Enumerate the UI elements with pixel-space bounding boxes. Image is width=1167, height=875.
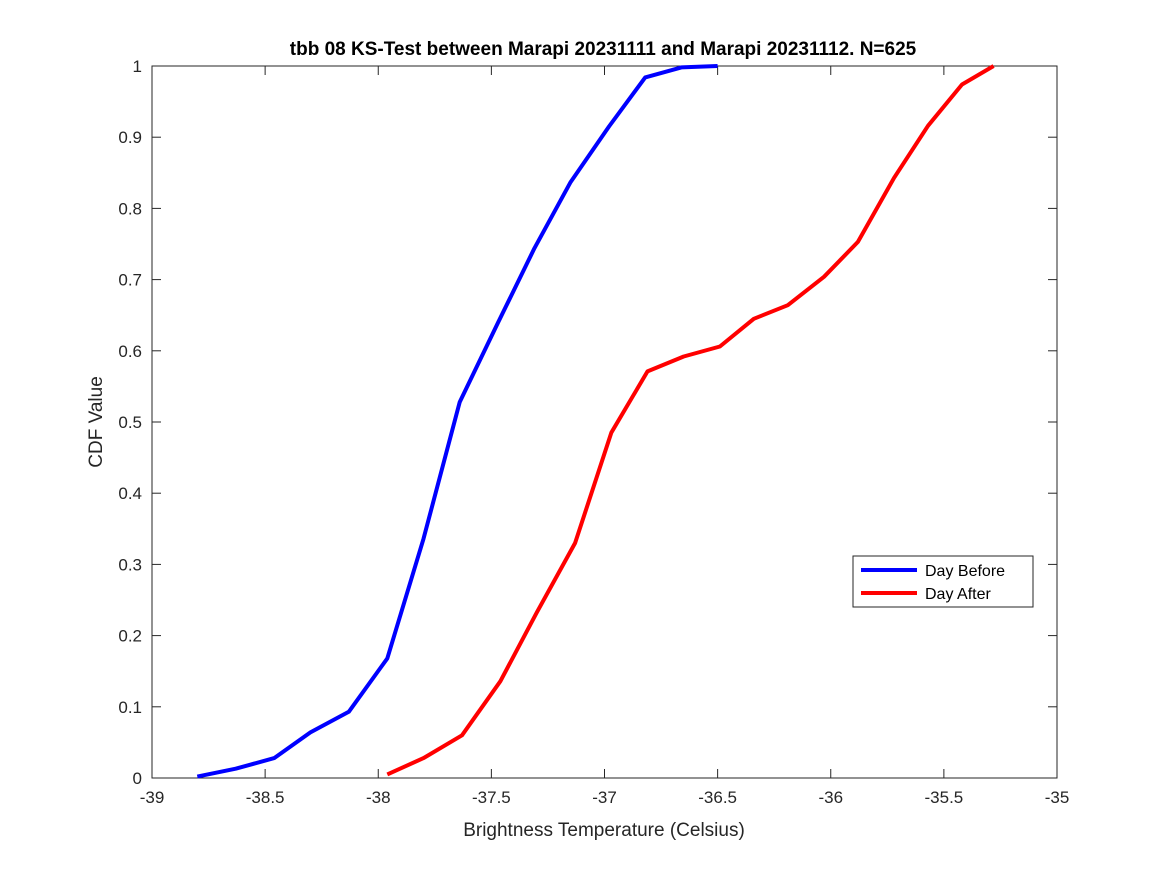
legend-entry: Day Before [925, 563, 1005, 580]
y-tick-label: 0.6 [118, 342, 142, 361]
x-tick-label: -36.5 [698, 788, 737, 807]
plot-area [151, 65, 1058, 779]
y-tick-label: 0.8 [118, 199, 142, 218]
x-tick-label: -38.5 [246, 788, 285, 807]
x-tick-label: -37.5 [472, 788, 511, 807]
x-tick-label: -39 [140, 788, 165, 807]
x-axis-label: Brightness Temperature (Celsius) [463, 820, 745, 841]
y-tick-label: 0.2 [118, 627, 142, 646]
chart-title: tbb 08 KS-Test between Marapi 20231111 a… [290, 39, 917, 60]
legend: Day Before Day After [852, 555, 1034, 608]
y-tick-label: 0 [133, 769, 142, 788]
y-tick-label: 0.3 [118, 555, 142, 574]
series-line-day-before [196, 64, 718, 779]
y-axis: 0 0.1 0.2 0.3 0.4 0.5 0.6 0.7 0.8 0.9 1 [118, 57, 1057, 788]
series-lines [196, 64, 995, 779]
x-tick-label: -38 [366, 788, 391, 807]
y-tick-label: 0.7 [118, 271, 142, 290]
x-tick-label: -37 [592, 788, 617, 807]
y-tick-label: 0.9 [118, 128, 142, 147]
y-tick-label: 0.5 [118, 413, 142, 432]
legend-entry: Day After [925, 586, 991, 603]
legend-box [852, 555, 1034, 608]
y-tick-label: 0.1 [118, 698, 142, 717]
x-tick-label: -35.5 [925, 788, 964, 807]
x-axis: -39 -38.5 -38 -37.5 -37 -36.5 -36 -35.5 -35 [140, 66, 1070, 807]
series-line-day-after [386, 64, 995, 777]
y-tick-label: 1 [133, 57, 142, 76]
x-tick-label: -35 [1045, 788, 1070, 807]
y-axis-label: CDF Value [86, 376, 107, 468]
x-tick-label: -36 [818, 788, 843, 807]
y-tick-label: 0.4 [118, 484, 142, 503]
